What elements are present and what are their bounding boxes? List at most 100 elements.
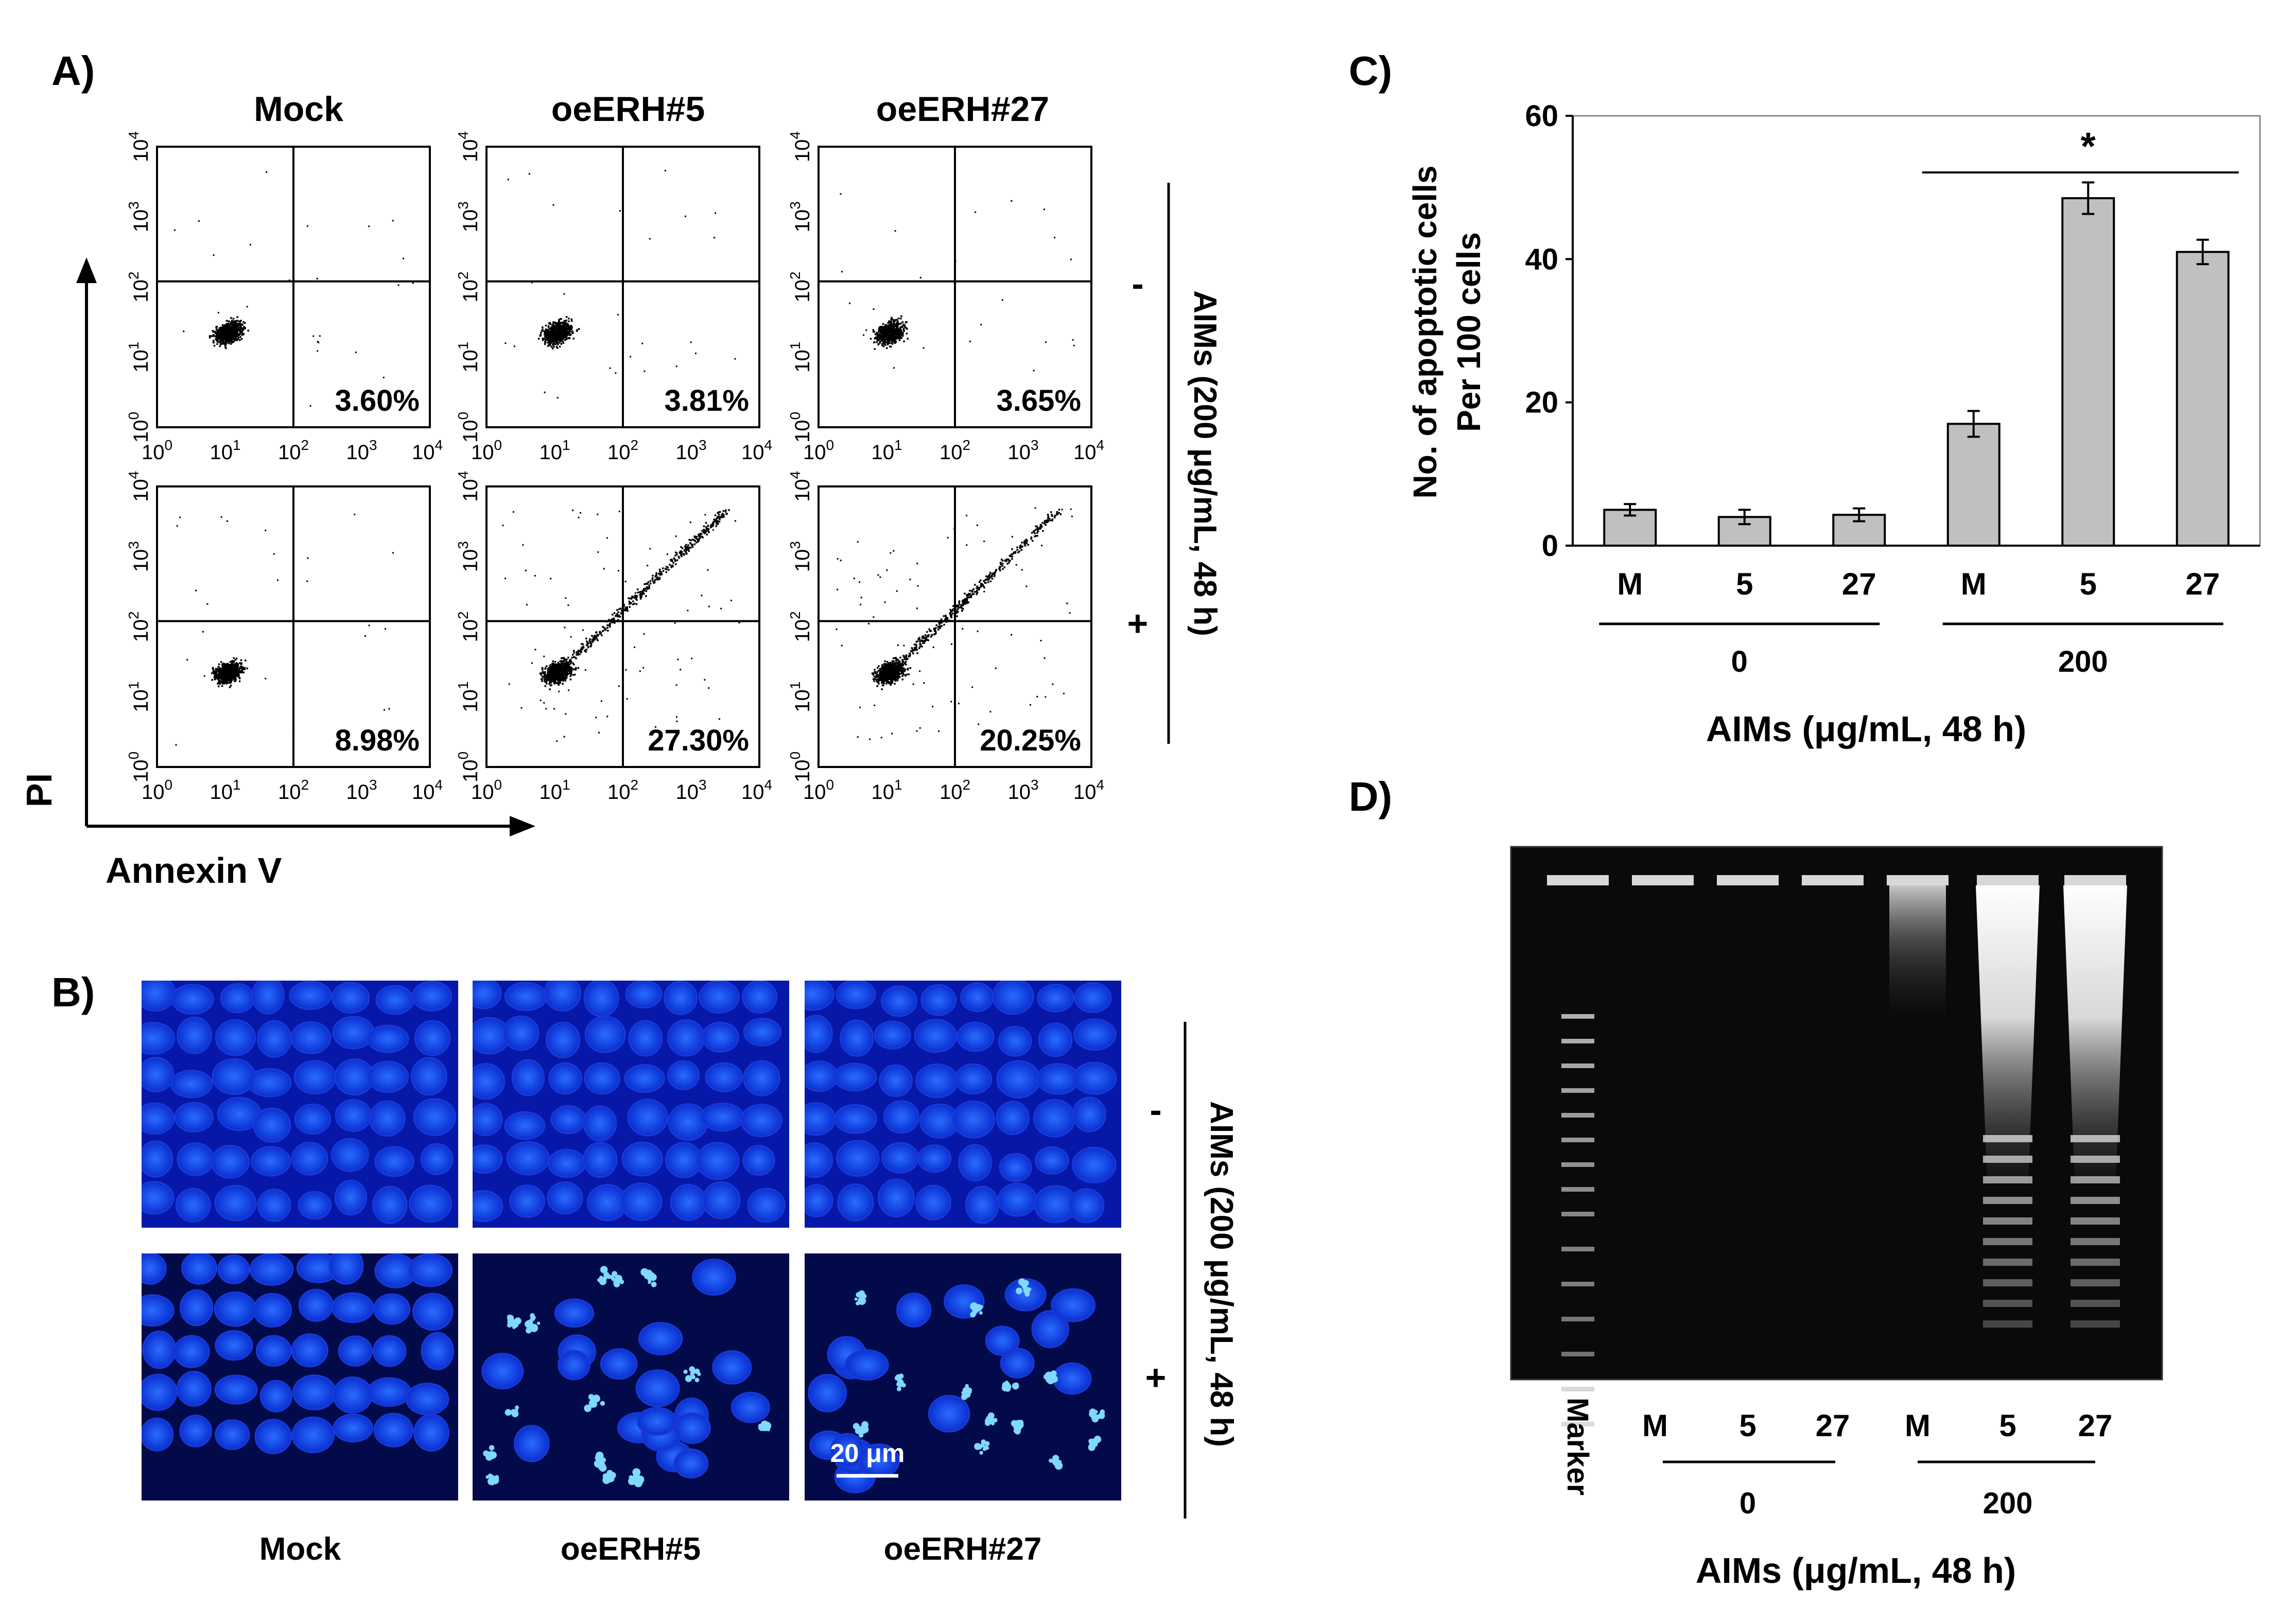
nucleus [502,1015,540,1051]
y-tick-label: 102 [787,271,814,302]
apoptotic-fragment [601,1277,606,1282]
nucleus [600,1348,638,1380]
ladder-band [1983,1217,2032,1225]
ladder-band [2071,1156,2120,1163]
nucleus [878,1178,915,1217]
nucleus [511,1059,545,1096]
nucleus [171,984,214,1015]
pi-axis-arrowhead [76,257,97,283]
gel-well-3 [1802,875,1864,885]
nucleus [958,1144,993,1182]
nucleus [667,1019,705,1057]
apoptotic-fragment [1049,1458,1053,1463]
x-tick-label: 100 [803,437,834,464]
nucleus [920,984,956,1016]
x-tick-label: 102 [940,777,970,804]
nucleus [554,1298,595,1328]
nucleus [1031,1310,1070,1348]
panel-a-row-sign-plus: + [1127,603,1149,643]
apoptotic-fragment [607,1274,612,1278]
nucleus [944,1284,985,1319]
panel-b-col-label-2: oeERH#27 [884,1531,1042,1567]
y-tick-label: 100 [455,412,482,443]
apoptotic-fragment [531,1315,536,1320]
nucleus [292,1374,337,1410]
apoptotic-fragment [694,1377,700,1383]
nucleus [142,1294,175,1327]
nucleus [998,1182,1037,1217]
nucleus [142,1022,176,1055]
nucleus [670,1184,707,1221]
x-tick-label: 102 [607,777,638,804]
nucleus [369,1100,406,1137]
panel-b-col-label-1: oeERH#5 [561,1531,701,1567]
x-tick-label-3: M [1961,567,1987,601]
panel-a-row-sign-minus: - [1132,264,1143,304]
apoptotic-fragment [689,1366,695,1372]
nucleus [142,1331,177,1369]
marker-band [1561,1282,1594,1286]
nucleus [1033,1099,1076,1138]
nucleus [290,1021,332,1054]
nucleus [673,1449,709,1479]
apoptotic-fragment [489,1445,495,1451]
gel-well-4 [1887,875,1949,885]
nucleus [255,1335,292,1367]
apoptotic-fragment [648,1280,652,1284]
y-tick-label: 104 [787,471,814,502]
y-tick-label: 104 [126,131,152,162]
y-tick-label: 103 [455,201,482,232]
nucleus [214,1374,258,1405]
x-tick-label: 102 [278,437,309,464]
nucleus [259,1380,292,1412]
nucleus [740,1104,782,1138]
panel-a: A) Mock oeERH#5 oeERH#27 3.60% 100 101 102 1… [19,48,1223,891]
nucleus [412,1293,454,1331]
flow-percentage: 27.30% [648,724,749,757]
panel-d: D) Marker M 5 27 M 5 27 0 200 AIMs (μg/mL, 48… [1349,774,2163,1591]
nucleus [142,1417,174,1452]
nucleus [332,1376,373,1414]
nucleus [836,981,876,1009]
nucleus [805,1184,833,1217]
nucleus [965,1185,999,1224]
nucleus [1072,1146,1117,1183]
apoptotic-fragment [598,1459,605,1466]
gel-well-0 [1547,875,1609,885]
chart-ylabel-line1: No. of apoptotic cells [1406,165,1443,498]
apoptotic-fragment [984,1441,990,1446]
micrograph-r1-c0 [142,1253,458,1501]
scale-bar-label: 20 μm [830,1439,905,1468]
apoptotic-fragment [961,1391,965,1394]
x-tick-label: 101 [210,777,240,804]
x-tick-label: 101 [539,777,570,804]
nucleus [805,1142,833,1178]
nucleus [142,1140,173,1178]
nucleus [367,1377,411,1407]
marker-band [1561,1113,1594,1118]
x-tick-label-0: M [1617,567,1643,601]
apoptotic-fragment [602,1473,608,1479]
gel-lane-label-1: 5 [1739,1408,1756,1443]
gel-smear-lane-6 [2063,885,2127,1181]
apoptotic-fragment [1052,1460,1058,1466]
nucleus [996,1101,1030,1135]
nucleus [374,1146,414,1177]
y-tick-label: 103 [126,201,152,232]
bar-chart: 0 20 40 60 M 5 27 M 5 27 0 200 * [1525,99,2261,678]
nucleus [628,1020,663,1057]
flow-percentage: 20.25% [980,724,1081,757]
nucleus [830,1433,865,1468]
marker-band [1561,1317,1594,1321]
nucleus [638,1322,683,1355]
nucleus [996,1060,1041,1098]
nucleus [620,1182,663,1222]
gel-lane-label-5: 27 [2078,1408,2113,1443]
nucleus [742,981,778,1014]
x-tick-label: 102 [607,437,638,464]
apoptotic-fragment [894,1375,899,1381]
apoptotic-fragment [965,1384,969,1388]
ladder-band [1983,1197,2032,1204]
nucleus [142,1253,167,1285]
apoptotic-fragment [1022,1284,1027,1289]
